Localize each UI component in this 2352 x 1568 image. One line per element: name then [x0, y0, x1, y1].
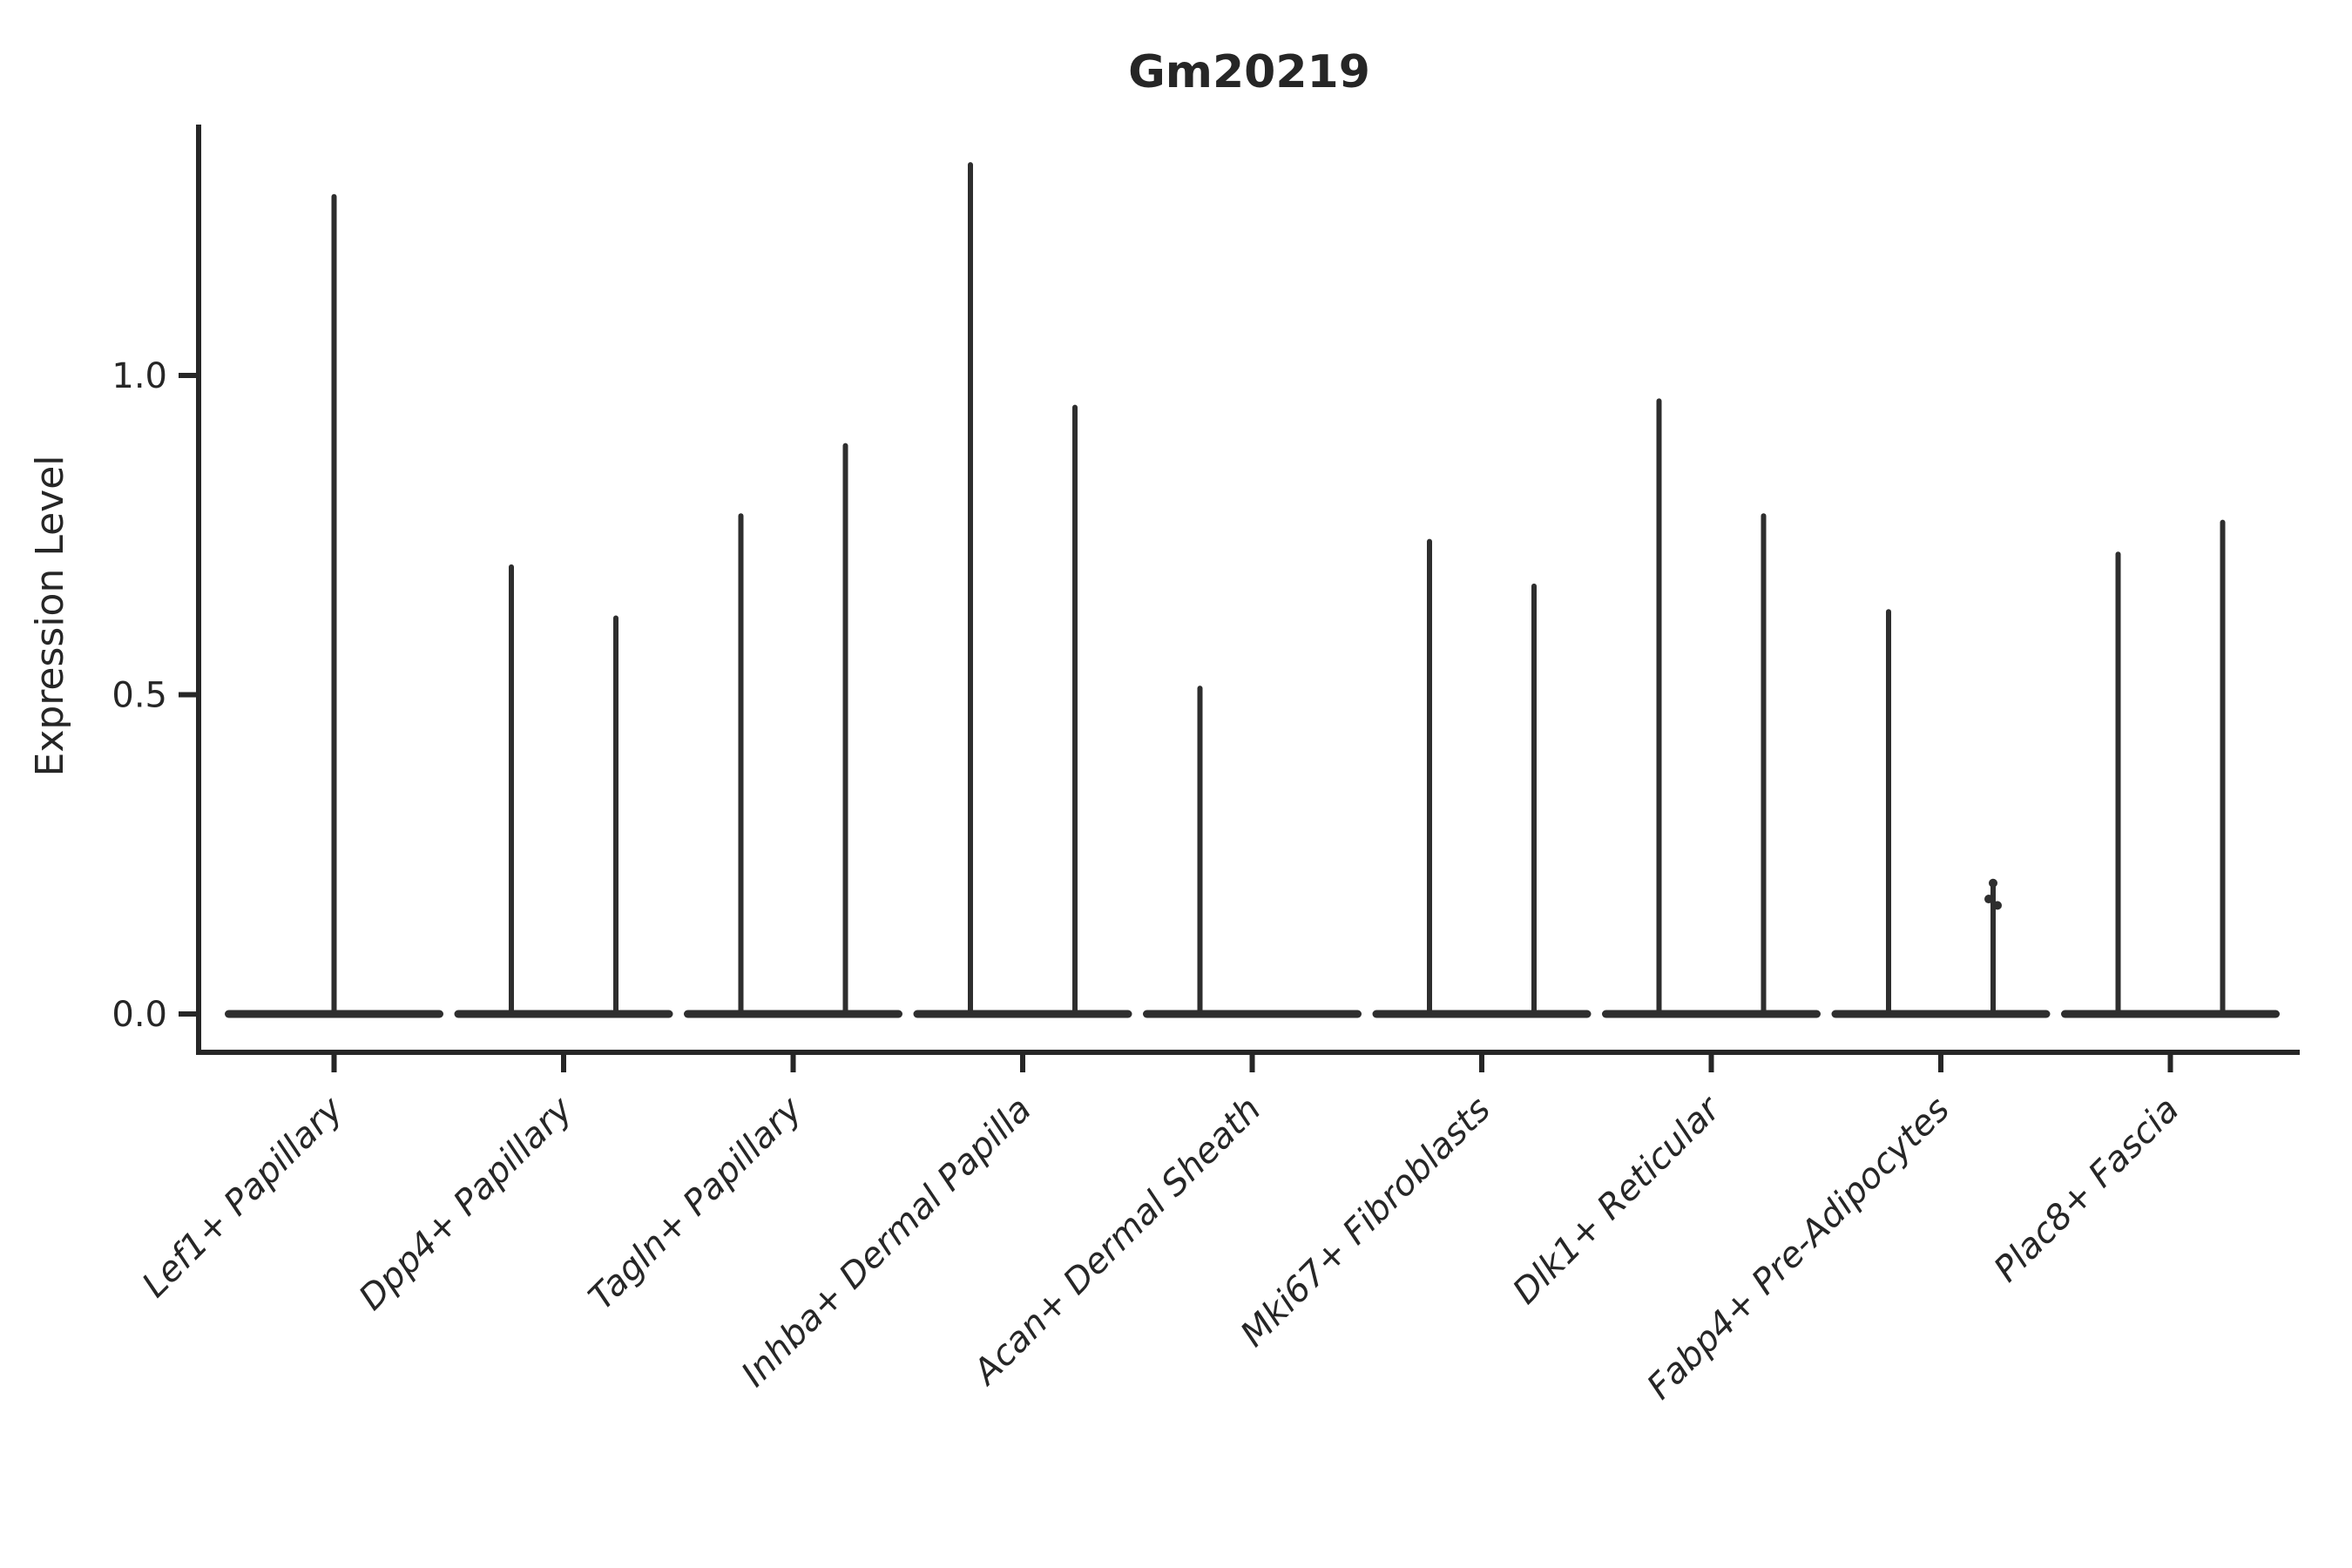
violin-point — [1989, 878, 1997, 888]
violin-point — [1993, 901, 2002, 910]
x-tick-label: Tagln+ Papillary — [581, 1089, 810, 1318]
y-axis-label: Expression Level — [28, 456, 72, 777]
chart-title: Gm20219 — [1128, 46, 1370, 98]
violin-point — [1984, 895, 1993, 904]
x-tick-label: Plac8+ Fascia — [1986, 1090, 2186, 1290]
y-tick-label: 0.0 — [112, 995, 167, 1035]
x-tick-label: Lef1+ Papillary — [135, 1089, 352, 1306]
x-tick-label: Dlk1+ Reticular — [1505, 1088, 1729, 1312]
x-tick-label: Dpp4+ Papillary — [352, 1089, 581, 1318]
y-tick-label: 0.5 — [112, 676, 167, 716]
x-tick-label: Mki67+ Fibroblasts — [1233, 1090, 1498, 1355]
y-tick-label: 1.0 — [112, 356, 167, 396]
plot-layer: 0.0 0.5 1.0 Lef1+ Papillary Dpp4+ Papillary T… — [112, 125, 2300, 1407]
